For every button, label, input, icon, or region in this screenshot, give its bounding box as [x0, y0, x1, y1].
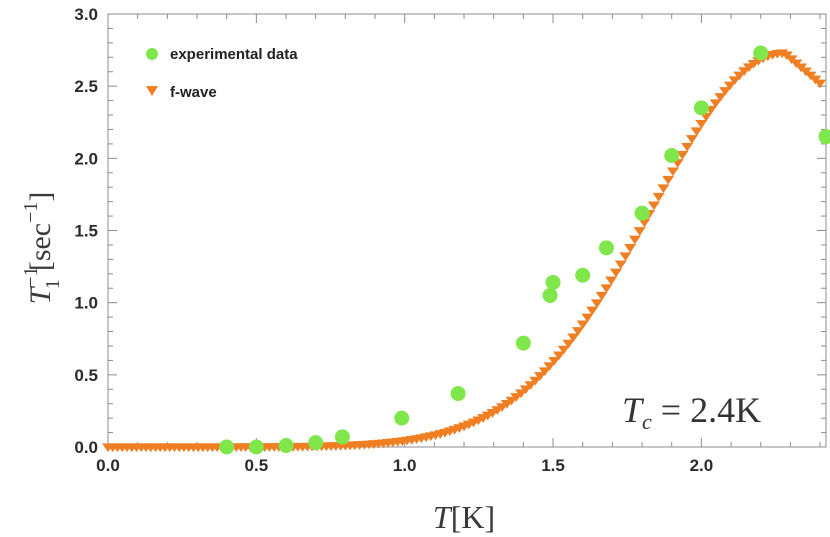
experimental-point: [545, 274, 561, 290]
experimental-point: [575, 267, 591, 283]
f-wave-point: [628, 235, 641, 245]
plot-frame: [107, 13, 827, 448]
legend-label-experimental: experimental data: [170, 46, 298, 63]
experimental-point: [634, 205, 650, 221]
f-wave-point: [733, 71, 746, 81]
f-wave-point: [552, 351, 565, 361]
experimental-point: [394, 410, 410, 426]
f-wave-point: [690, 127, 703, 137]
experimental-point: [693, 100, 709, 116]
experimental-data-series: [219, 45, 830, 455]
f-wave-point: [548, 356, 561, 366]
f-wave-point: [685, 135, 698, 144]
f-wave-point: [714, 93, 727, 102]
f-wave-point: [557, 345, 570, 355]
plot-border: [107, 13, 827, 448]
experimental-point: [308, 435, 324, 451]
experimental-point: [515, 335, 531, 351]
f-wave-point: [571, 327, 584, 336]
svg-text:T−11[sec−1]: T−11[sec−1]: [20, 192, 64, 305]
f-wave-point: [590, 299, 603, 309]
f-wave-point: [567, 333, 580, 343]
experimental-point: [753, 45, 769, 61]
f-wave-point: [614, 260, 627, 270]
experimental-point: [219, 439, 235, 455]
y-tick-label: 0.0: [74, 438, 98, 457]
experimental-point: [450, 386, 466, 402]
y-tick-label: 2.0: [74, 149, 98, 168]
legend: experimental data f-wave: [146, 46, 298, 101]
f-wave-point: [695, 119, 708, 129]
x-tick-label: 0.5: [245, 456, 269, 475]
f-wave-point: [624, 244, 637, 253]
f-wave-point: [581, 313, 594, 323]
x-tick-label: 2.0: [690, 456, 714, 475]
f-wave-point: [609, 268, 622, 278]
x-tick-label: 1.0: [393, 456, 417, 475]
x-axis-ticks: 0.0 0.5 1.0 1.5 2.0: [96, 14, 821, 475]
f-wave-point: [595, 291, 608, 301]
f-wave-point: [647, 201, 660, 211]
y-axis-ticks: 0.0 0.5 1.0 1.5 2.0 2.5 3.0: [74, 5, 826, 457]
f-wave-point: [728, 76, 741, 86]
f-wave-point: [586, 306, 599, 316]
f-wave-series: [102, 49, 827, 453]
f-wave-point: [681, 142, 694, 152]
f-wave-point: [676, 150, 689, 160]
f-wave-point: [576, 320, 589, 330]
tc-subscript: c: [642, 409, 652, 434]
f-wave-point: [538, 367, 551, 377]
f-wave-point: [814, 79, 827, 89]
f-wave-point: [662, 175, 675, 185]
f-wave-point: [652, 192, 665, 202]
legend-label-f-wave: f-wave: [170, 84, 217, 101]
f-wave-point: [533, 372, 546, 381]
f-wave-point: [529, 376, 542, 386]
f-wave-point: [723, 81, 736, 91]
experimental-point: [598, 240, 614, 256]
f-wave-point: [562, 339, 575, 349]
x-tick-label: 0.0: [96, 456, 120, 475]
f-wave-point: [709, 99, 722, 109]
tc-value: = 2.4K: [652, 390, 761, 430]
experimental-point: [334, 429, 350, 445]
f-wave-point: [619, 252, 632, 262]
y-tick-label: 2.5: [74, 77, 98, 96]
f-wave-point: [543, 362, 556, 371]
x-axis-label: T[K]: [433, 499, 495, 535]
f-wave-point: [524, 381, 537, 390]
f-wave-point: [600, 284, 613, 294]
y-tick-label: 0.5: [74, 366, 98, 385]
f-wave-point: [519, 385, 532, 395]
x-tick-label: 1.5: [541, 456, 565, 475]
experimental-point: [542, 287, 558, 303]
legend-marker-experimental: [146, 48, 158, 60]
tc-symbol: T: [622, 390, 645, 430]
experimental-point: [664, 147, 680, 163]
f-wave-point: [666, 167, 679, 177]
f-wave-point: [633, 227, 646, 236]
legend-marker-f-wave: [146, 86, 158, 96]
y-tick-label: 1.0: [74, 294, 98, 313]
f-wave-point: [605, 276, 618, 286]
experimental-point: [278, 438, 294, 454]
y-axis-label: T−11[sec−1]: [20, 192, 64, 305]
f-wave-point: [719, 87, 732, 96]
experimental-point: [248, 439, 264, 455]
f-wave-point: [638, 218, 651, 228]
f-wave-point: [657, 184, 670, 194]
y-tick-label: 3.0: [74, 5, 98, 24]
y-tick-label: 1.5: [74, 222, 98, 241]
experimental-point: [818, 129, 830, 145]
tc-annotation: Tc = 2.4K: [622, 390, 761, 434]
